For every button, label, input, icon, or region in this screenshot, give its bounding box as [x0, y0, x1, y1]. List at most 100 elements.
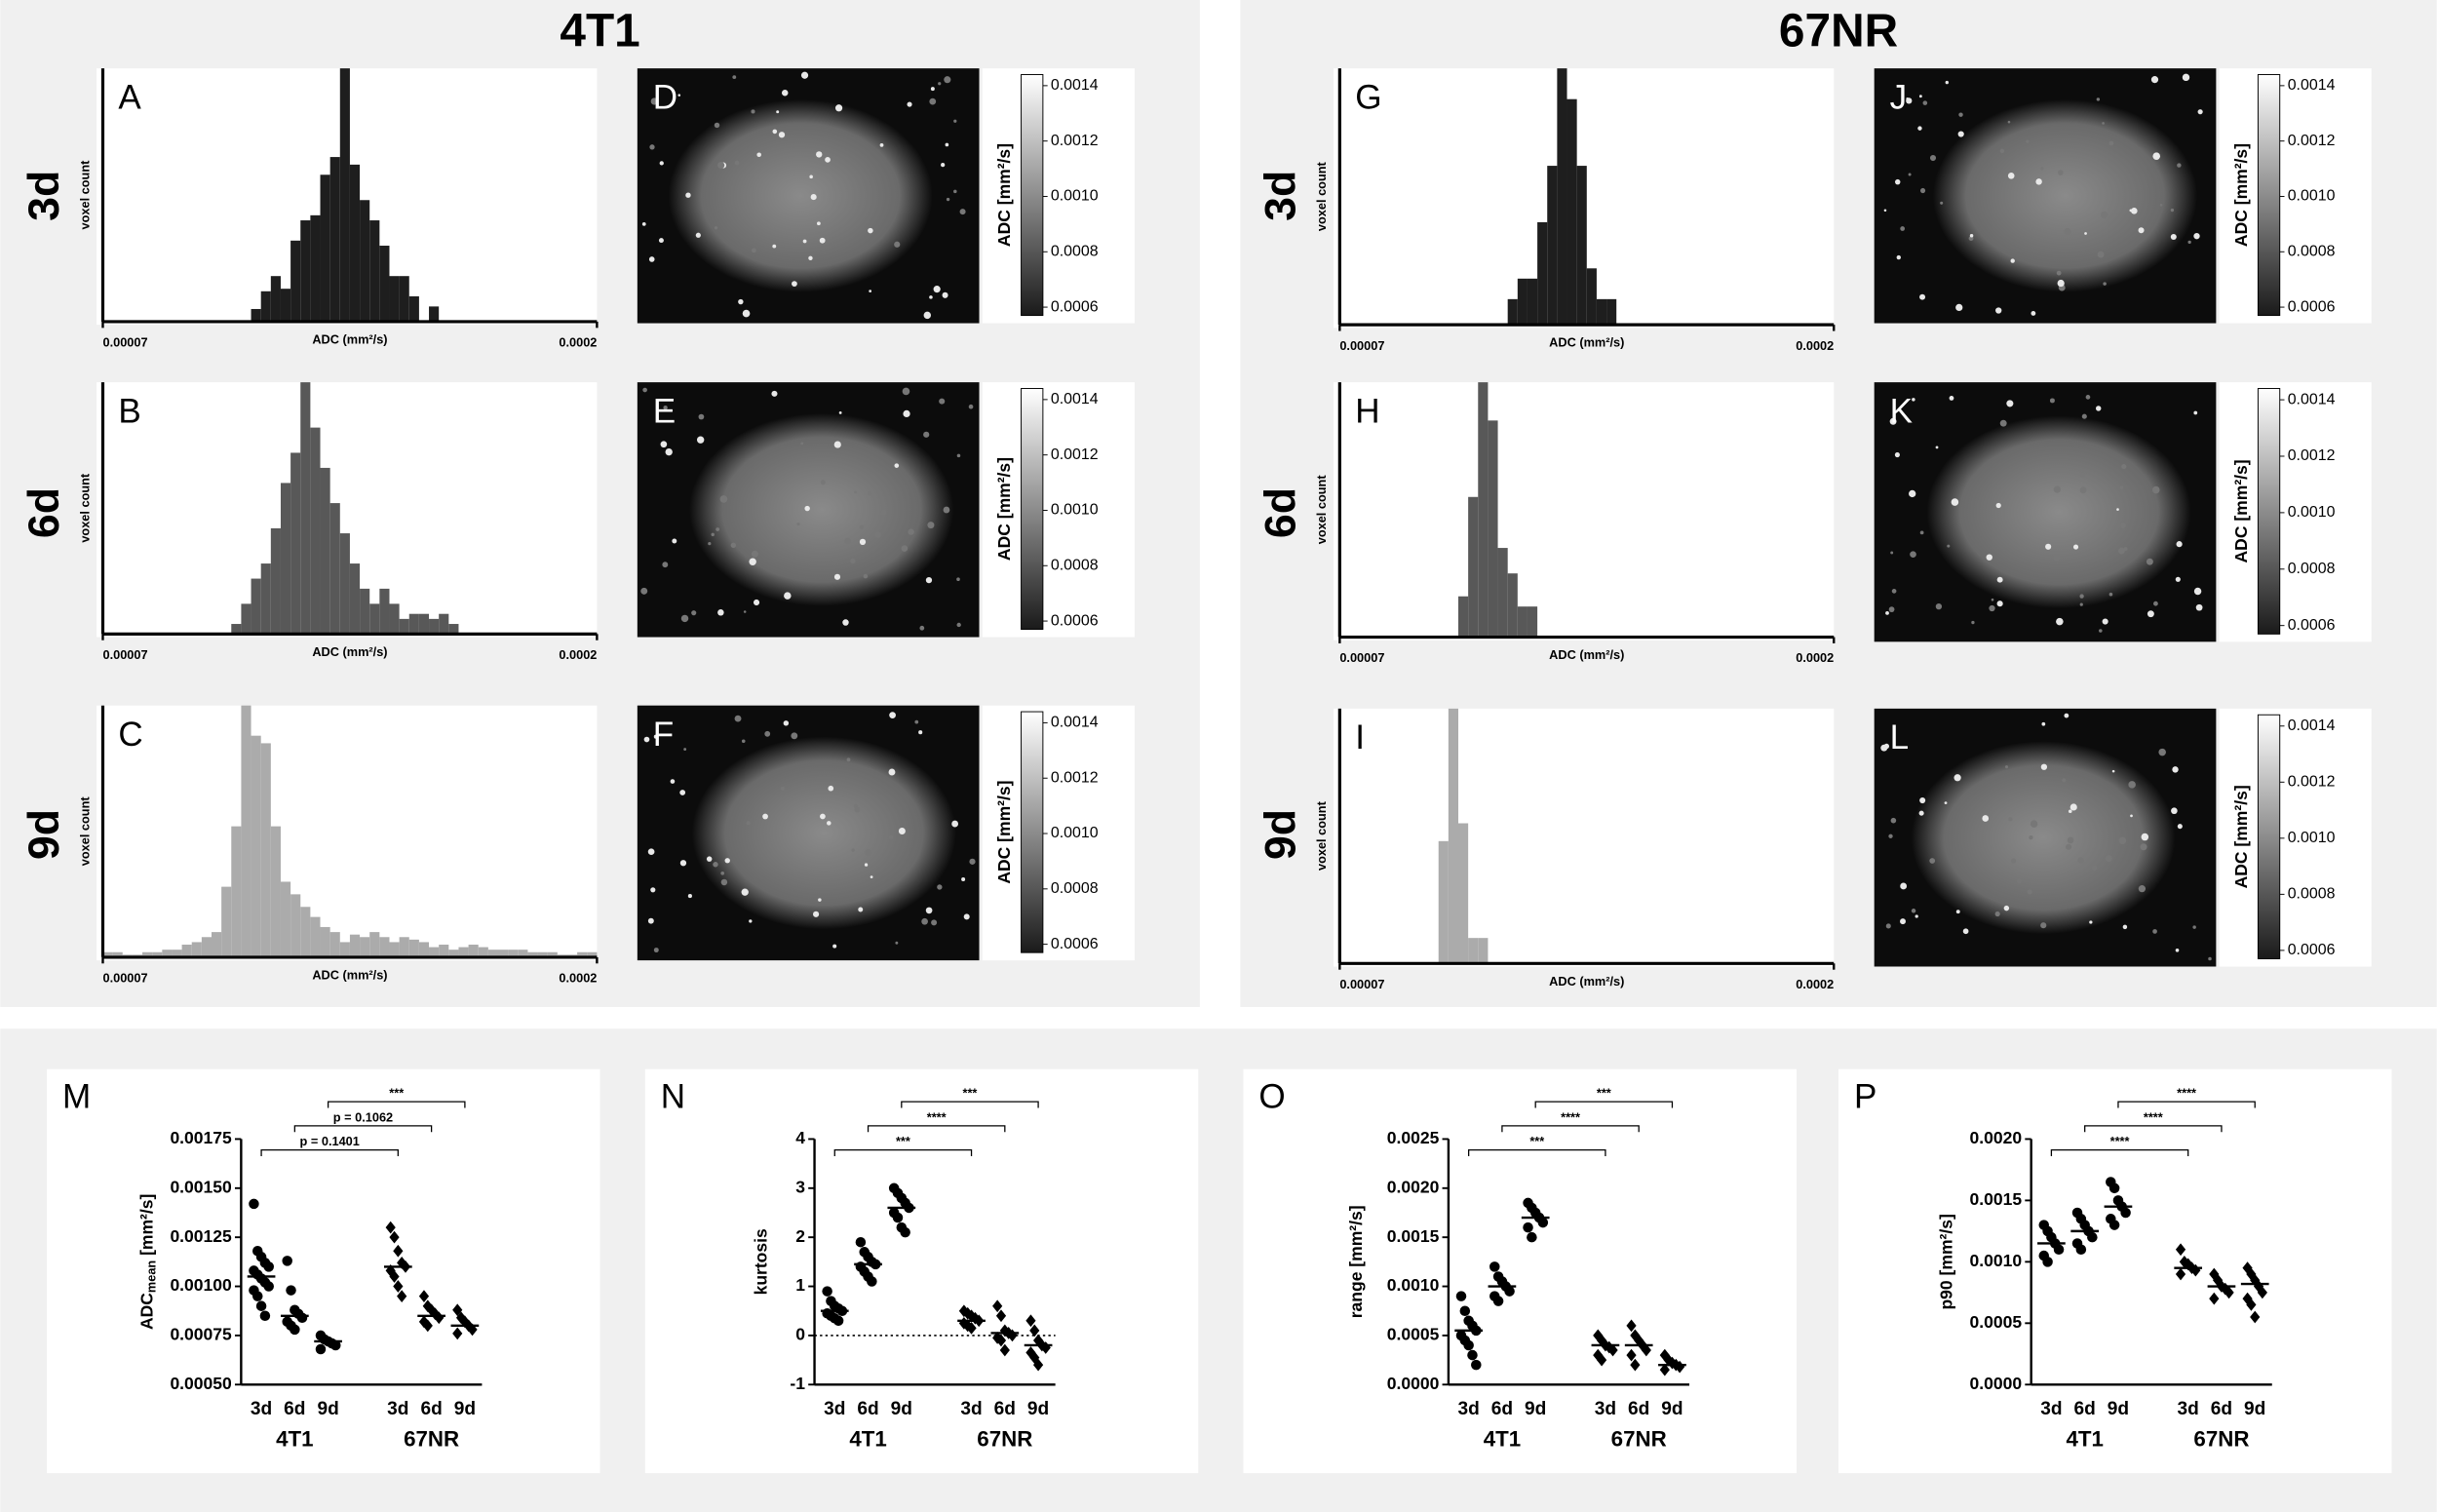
- image-speckle: [2102, 122, 2105, 125]
- image-speckle: [2159, 203, 2163, 207]
- significance-label: ****: [2144, 1109, 2163, 1124]
- histogram-bar: [487, 950, 499, 957]
- image-speckle: [921, 917, 928, 925]
- image-speckle: [2081, 413, 2087, 419]
- x-tick-label: 9d: [454, 1399, 476, 1419]
- image-speckle: [961, 876, 966, 881]
- image-speckle: [1908, 173, 1912, 176]
- image-speckle: [818, 898, 822, 902]
- image-speckle: [2116, 508, 2119, 511]
- x-tick-label: 0.00007: [1339, 650, 1384, 665]
- image-speckle: [2079, 594, 2084, 599]
- image-speckle: [762, 813, 768, 820]
- histogram-bar: [260, 743, 271, 957]
- histogram-bar: [310, 214, 321, 322]
- image-speckle: [2138, 885, 2147, 893]
- x-tick-label: 9d: [1661, 1399, 1683, 1419]
- colorbar: [1021, 711, 1044, 953]
- histogram-bar: [360, 588, 370, 635]
- colorbar-tick-label: 0.0010: [2288, 188, 2336, 205]
- image-speckle: [2153, 601, 2158, 606]
- histogram-bar: [1488, 420, 1498, 638]
- panel-letter: F: [653, 716, 674, 754]
- histogram-bar: [478, 947, 488, 957]
- data-point: [2175, 1267, 2186, 1281]
- histogram-bar: [290, 240, 301, 322]
- image-speckle: [867, 491, 872, 496]
- significance-label: ****: [927, 1109, 947, 1124]
- image-speckle: [2067, 836, 2074, 844]
- data-point: [2053, 1244, 2065, 1256]
- image-speckle: [2010, 858, 2017, 864]
- image-speckle: [1986, 554, 1992, 561]
- histogram-bar: [547, 951, 558, 957]
- x-tick-label: 3d: [387, 1399, 408, 1419]
- image-speckle: [2172, 766, 2179, 773]
- y-tick-label: 4: [795, 1128, 805, 1147]
- image-speckle: [749, 558, 756, 565]
- image-speckle: [938, 82, 942, 86]
- tumor-region: [1911, 741, 2176, 935]
- histogram-bar: [537, 951, 548, 957]
- image-speckle: [927, 522, 935, 529]
- image-speckle: [2049, 398, 2055, 404]
- image-speckle: [1900, 882, 1908, 890]
- data-point: [966, 1309, 977, 1323]
- colorbar-tick-label: 0.0006: [2288, 298, 2336, 315]
- image-speckle: [846, 757, 851, 762]
- image-speckle: [2193, 233, 2200, 240]
- histogram-bar: [399, 618, 409, 635]
- histogram-bar: [429, 618, 440, 635]
- image-speckle: [2140, 843, 2147, 851]
- y-tick-label: 0.00150: [170, 1177, 232, 1196]
- panel-letter: M: [62, 1077, 91, 1115]
- x-tick-label: 3d: [251, 1399, 272, 1419]
- histogram-bar: [418, 613, 430, 635]
- data-point: [822, 1286, 832, 1297]
- image-speckle: [2079, 472, 2085, 478]
- data-point: [2108, 1182, 2120, 1194]
- image-speckle: [746, 821, 751, 826]
- image-speckle: [930, 87, 935, 92]
- y-tick-label: 0.00125: [170, 1226, 232, 1246]
- histogram-bar: [1606, 298, 1617, 326]
- image-speckle: [929, 97, 937, 105]
- image-speckle: [2141, 833, 2149, 841]
- data-point: [2175, 1243, 2186, 1257]
- image-speckle: [732, 75, 737, 80]
- image-speckle: [941, 162, 946, 168]
- significance-bracket: [1468, 1148, 1606, 1156]
- image-speckle: [724, 858, 730, 864]
- image-speckle: [1890, 551, 1894, 555]
- image-speckle: [1918, 95, 1922, 98]
- image-speckle: [827, 821, 832, 826]
- y-tick-label: -1: [790, 1374, 805, 1393]
- image-speckle: [791, 732, 798, 740]
- image-speckle: [650, 97, 658, 105]
- x-tick-label: 0.00007: [1339, 977, 1384, 991]
- image-speckle: [741, 888, 749, 896]
- image-speckle: [641, 222, 646, 226]
- image-speckle: [956, 622, 961, 628]
- panel-letter: J: [1890, 78, 1908, 116]
- image-speckle: [783, 720, 790, 726]
- image-speckle: [2158, 748, 2166, 756]
- image-speckle: [1951, 498, 1959, 506]
- histogram-bar: [270, 826, 281, 957]
- image-speckle: [2064, 228, 2071, 236]
- histogram-bar: [399, 937, 409, 957]
- data-point: [397, 1290, 407, 1302]
- histogram-bar: [270, 527, 281, 635]
- image-speckle: [648, 256, 655, 262]
- image-speckle: [854, 490, 857, 494]
- image-speckle: [1996, 576, 2003, 583]
- x-axis-label: ADC (mm²/s): [1549, 647, 1624, 662]
- image-speckle: [720, 878, 728, 886]
- colorbar-background: [2219, 68, 2372, 324]
- image-speckle: [2040, 922, 2047, 929]
- x-axis-label: ADC (mm²/s): [1549, 974, 1624, 989]
- image-speckle: [642, 387, 647, 393]
- significance-label: ***: [896, 1134, 910, 1148]
- image-speckle: [1995, 307, 2002, 314]
